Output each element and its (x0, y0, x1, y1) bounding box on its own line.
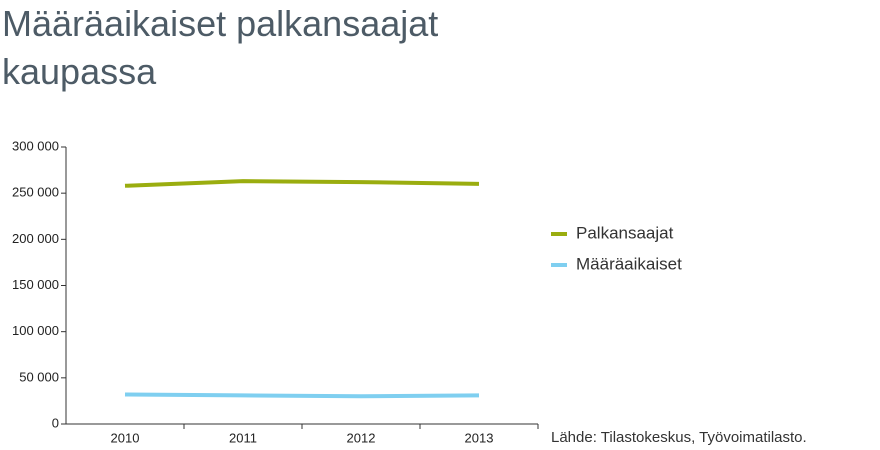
series-line (124, 392, 480, 399)
y-tick-label: 200 000 (12, 231, 59, 246)
x-tick-label: 2013 (465, 430, 494, 445)
source-note: Lähde: Tilastokeskus, Työvoimatilasto. (551, 429, 807, 446)
x-tick-label: 2010 (111, 430, 140, 445)
series-line (124, 179, 480, 188)
y-tick-label: 100 000 (12, 323, 59, 338)
y-tick-label: 0 (52, 415, 59, 430)
legend-label: Määräaikaiset (576, 254, 682, 273)
x-tick-label: 2012 (347, 430, 376, 445)
x-tick-label: 2011 (229, 430, 257, 445)
legend: Palkansaajat Määräaikaiset (551, 223, 682, 273)
y-tick-label: 50 000 (19, 369, 59, 384)
y-tick-label: 250 000 (12, 185, 59, 200)
legend-label: Palkansaajat (576, 223, 674, 242)
chart-title: Määräaikaiset palkansaajat kaupassa (2, 3, 439, 92)
y-tick-label: 300 000 (12, 138, 59, 153)
y-tick-label: 150 000 (12, 277, 59, 292)
